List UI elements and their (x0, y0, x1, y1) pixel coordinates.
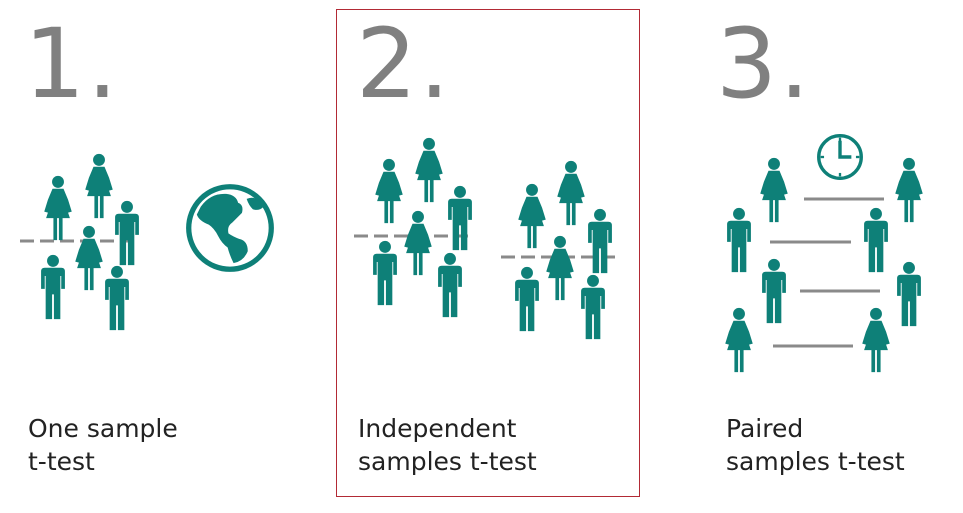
caption-2-line1: Independent (358, 414, 517, 443)
male-figure-icon (588, 208, 612, 274)
panel-number-3: 3. (716, 8, 812, 120)
male-figure-icon (373, 240, 397, 306)
highlight-box (336, 9, 640, 497)
male-figure-icon (864, 207, 888, 273)
caption-2-line2: samples t-test (358, 447, 537, 476)
female-figure-icon (404, 210, 432, 276)
female-figure-icon (518, 183, 546, 249)
female-figure-icon (862, 307, 890, 373)
male-figure-icon (897, 261, 921, 327)
panel-one-sample: 1. One sample t-test (0, 0, 330, 513)
panel-number-1: 1. (24, 8, 120, 120)
male-figure-icon (581, 274, 605, 340)
male-figure-icon (115, 200, 139, 266)
female-figure-icon (725, 307, 753, 373)
male-figure-icon (515, 266, 539, 332)
caption-1-line1: One sample (28, 414, 178, 443)
panel-paired-samples: 3. Paired samples t-test (660, 0, 963, 513)
female-figure-icon (895, 157, 923, 223)
male-figure-icon (727, 207, 751, 273)
female-figure-icon (75, 225, 103, 291)
female-figure-icon (44, 175, 72, 241)
female-figure-icon (85, 153, 113, 219)
caption-3-line2: samples t-test (726, 447, 905, 476)
clock-icon (817, 134, 863, 180)
male-figure-icon (105, 265, 129, 331)
figures-layer (20, 134, 923, 373)
female-figure-icon (375, 158, 403, 224)
male-figure-icon (448, 185, 472, 251)
globe-icon (189, 187, 272, 270)
caption-1-line2: t-test (28, 447, 95, 476)
male-figure-icon (41, 254, 65, 320)
panel-independent-samples: 2. Independent samples t-test (336, 0, 642, 513)
panel-number-2: 2. (356, 8, 452, 120)
female-figure-icon (415, 137, 443, 203)
female-figure-icon (546, 235, 574, 301)
male-figure-icon (438, 252, 462, 318)
female-figure-icon (760, 157, 788, 223)
female-figure-icon (557, 160, 585, 226)
male-figure-icon (762, 258, 786, 324)
caption-3-line1: Paired (726, 414, 804, 443)
